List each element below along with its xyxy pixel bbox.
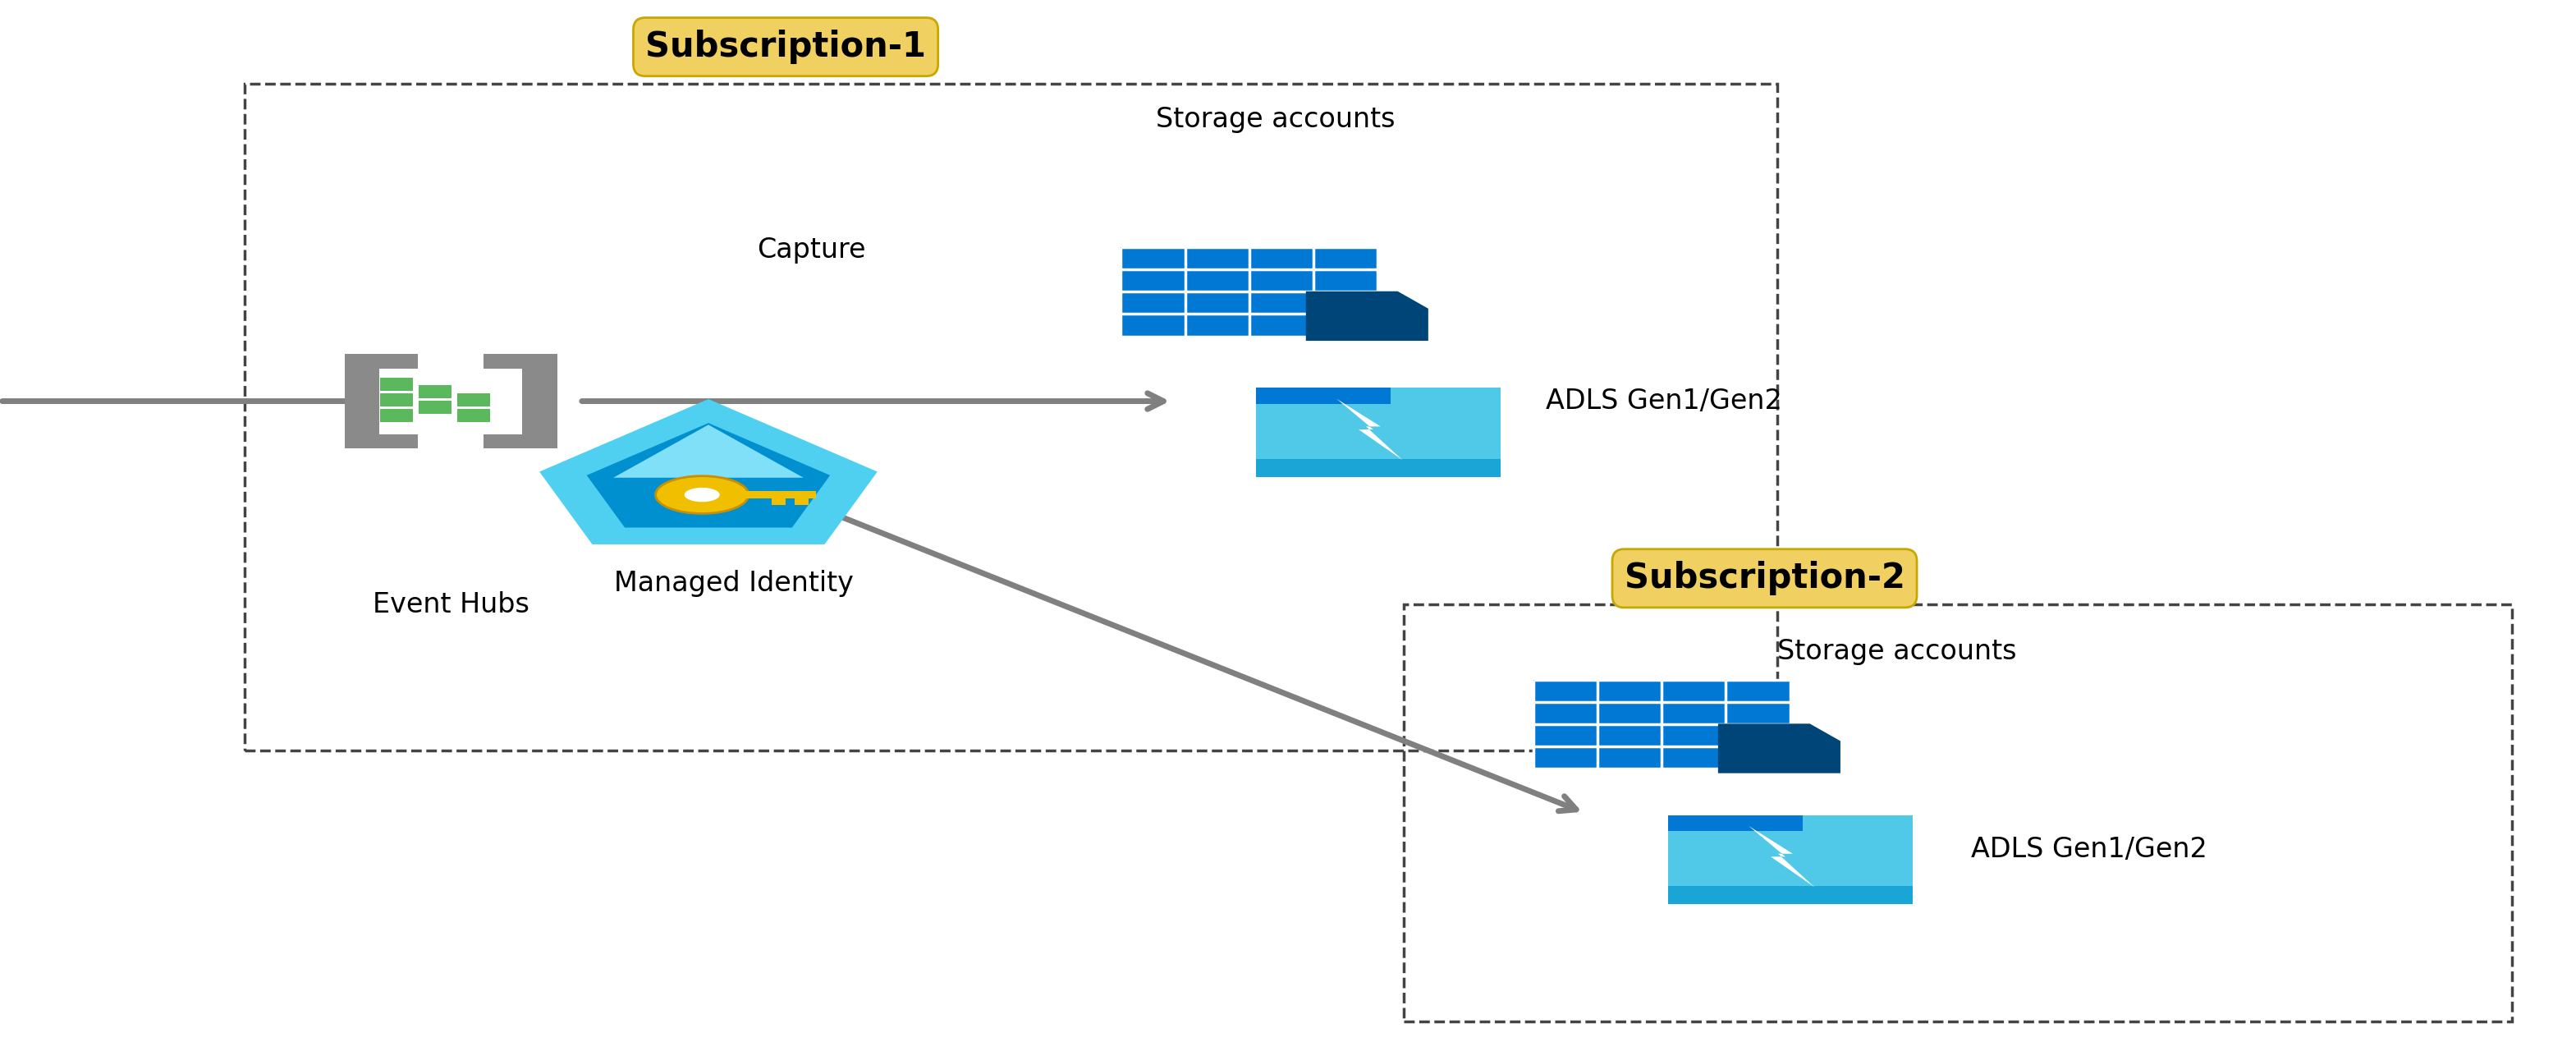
- Bar: [420, 401, 451, 414]
- Text: Storage accounts: Storage accounts: [1157, 106, 1394, 133]
- Polygon shape: [1306, 292, 1427, 341]
- Bar: [1669, 815, 1803, 832]
- Bar: [1257, 460, 1499, 477]
- Polygon shape: [1749, 826, 1814, 888]
- Text: Subscription-2: Subscription-2: [1625, 561, 1904, 596]
- Bar: [796, 499, 809, 505]
- Polygon shape: [538, 399, 878, 544]
- Bar: [459, 393, 489, 406]
- Bar: [484, 354, 556, 369]
- Bar: [345, 435, 417, 448]
- Bar: [459, 408, 489, 422]
- Bar: [1669, 815, 1911, 904]
- Bar: [773, 499, 786, 505]
- Bar: [523, 354, 556, 448]
- Bar: [245, 83, 1777, 750]
- Bar: [1257, 388, 1499, 477]
- Bar: [420, 386, 451, 398]
- Text: Subscription-1: Subscription-1: [647, 29, 925, 65]
- Bar: [742, 491, 817, 499]
- Polygon shape: [1718, 724, 1839, 773]
- Bar: [1257, 388, 1391, 404]
- Bar: [381, 408, 412, 422]
- Text: Event Hubs: Event Hubs: [374, 591, 528, 618]
- Text: ADLS Gen1/Gen2: ADLS Gen1/Gen2: [1971, 836, 2208, 863]
- Bar: [1669, 887, 1911, 904]
- Bar: [1404, 604, 2512, 1021]
- Polygon shape: [1337, 399, 1401, 461]
- Circle shape: [654, 476, 750, 514]
- Bar: [484, 435, 556, 448]
- Polygon shape: [613, 425, 804, 477]
- Bar: [381, 377, 412, 391]
- Polygon shape: [587, 423, 829, 527]
- Bar: [1533, 679, 1790, 769]
- Text: Managed Identity: Managed Identity: [613, 570, 855, 597]
- Bar: [1121, 247, 1378, 337]
- Text: Capture: Capture: [757, 237, 866, 264]
- Circle shape: [685, 488, 719, 502]
- Text: ADLS Gen1/Gen2: ADLS Gen1/Gen2: [1546, 388, 1783, 415]
- Bar: [345, 354, 417, 369]
- Bar: [345, 354, 379, 448]
- Text: Storage accounts: Storage accounts: [1777, 638, 2017, 665]
- Bar: [381, 393, 412, 406]
